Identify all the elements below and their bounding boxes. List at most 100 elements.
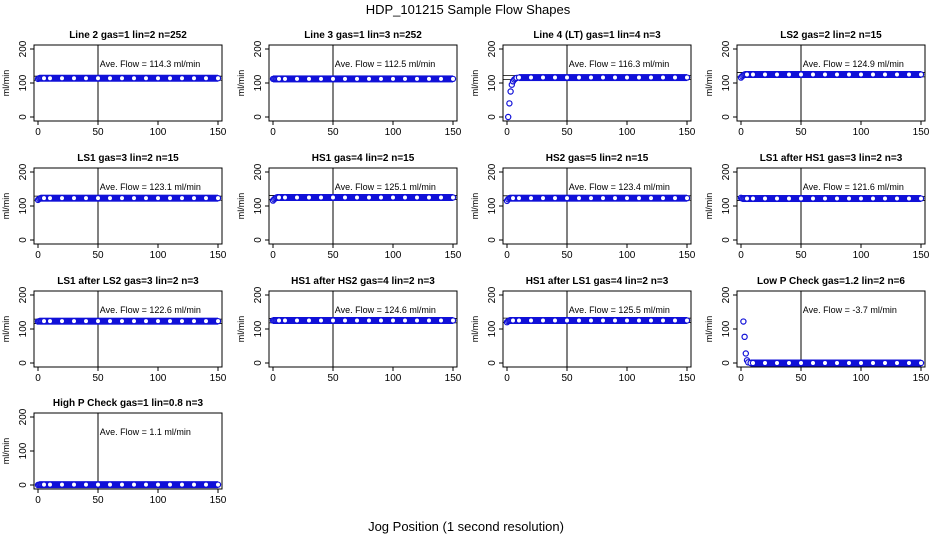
- data-point: [743, 71, 751, 78]
- plot-frame: [736, 290, 926, 368]
- data-point: [761, 71, 769, 78]
- y-axis-label: ml/min: [704, 193, 714, 220]
- data-point: [40, 75, 48, 82]
- y-tick-label: 200: [253, 40, 264, 57]
- x-tick-label: 150: [210, 495, 227, 506]
- y-tick-label: 0: [721, 360, 732, 366]
- y-tick-label: 100: [721, 197, 732, 214]
- average-flow-annotation: Ave. Flow = 114.3 ml/min: [100, 59, 200, 69]
- average-flow-annotation: Ave. Flow = 116.3 ml/min: [569, 59, 669, 69]
- panel-title: LS1 after HS1 gas=3 lin=2 n=3: [760, 153, 903, 164]
- data-point: [515, 317, 523, 324]
- panel-title: Line 4 (LT) gas=1 lin=4 n=3: [533, 30, 661, 41]
- data-point: [599, 194, 607, 202]
- data-point: [683, 317, 691, 324]
- data-point: [281, 317, 289, 324]
- data-point: [202, 75, 210, 82]
- data-point: [635, 317, 643, 324]
- y-tick-label: 200: [18, 408, 29, 425]
- data-point: [599, 317, 607, 324]
- panel-4: LS2 gas=2 lin=2 n=15 ml/min 0 50 100 150 0 100 2…: [704, 30, 930, 138]
- data-point: [917, 71, 925, 78]
- data-point: [413, 317, 421, 324]
- data-point: [599, 74, 607, 81]
- x-tick-label: 100: [150, 250, 167, 261]
- panel-3: Line 4 (LT) gas=1 lin=4 n=3 ml/min 0 50 100 1…: [470, 30, 696, 138]
- data-point: [293, 194, 301, 201]
- data-point: [46, 317, 54, 325]
- data-point: [341, 194, 349, 201]
- data-point: [142, 194, 150, 202]
- plot-frame: [502, 290, 692, 368]
- data-point: [449, 194, 457, 201]
- y-tick-label: 0: [487, 360, 498, 366]
- data-point: [671, 317, 679, 324]
- panel-title: Line 2 gas=1 lin=2 n=252: [69, 30, 187, 41]
- data-point: [449, 75, 457, 83]
- data-point: [106, 317, 114, 325]
- data-point: [214, 194, 222, 202]
- y-axis-label: ml/min: [236, 316, 246, 343]
- plot-frame: [502, 167, 692, 245]
- y-tick-label: 200: [721, 40, 732, 57]
- data-point: [341, 75, 349, 83]
- data-point: [821, 71, 829, 78]
- data-point: [741, 333, 748, 341]
- data-point: [527, 194, 535, 202]
- data-point: [106, 75, 114, 82]
- y-tick-label: 100: [18, 74, 29, 91]
- data-point: [587, 194, 595, 202]
- data-point: [785, 195, 793, 202]
- data-point: [130, 481, 138, 488]
- point-band: [273, 317, 453, 324]
- data-point: [905, 71, 913, 78]
- plot-frame: [33, 44, 223, 122]
- data-point: [40, 194, 48, 202]
- data-point: [389, 194, 397, 201]
- panel-title: HS1 gas=4 lin=2 n=15: [312, 153, 415, 164]
- y-tick-label: 100: [253, 197, 264, 214]
- y-tick-label: 100: [487, 320, 498, 337]
- y-tick-label: 100: [253, 320, 264, 337]
- x-tick-label: 150: [210, 373, 227, 384]
- data-point: [94, 75, 102, 82]
- data-point: [551, 194, 559, 202]
- y-axis-label: ml/min: [1, 438, 11, 465]
- data-point: [389, 75, 397, 83]
- data-point: [551, 317, 559, 324]
- data-point: [94, 481, 102, 488]
- point-band: [40, 194, 219, 202]
- data-point: [178, 194, 186, 202]
- y-axis-label: ml/min: [236, 193, 246, 220]
- x-tick-label: 150: [679, 250, 696, 261]
- y-tick-label: 0: [253, 360, 264, 366]
- data-point: [389, 317, 397, 324]
- data-point: [740, 318, 747, 325]
- x-tick-label: 50: [561, 250, 573, 261]
- data-point: [317, 75, 325, 83]
- point-band: [39, 74, 219, 82]
- panel-9: LS1 after LS2 gas=3 lin=2 n=3 ml/min 0 50 10…: [1, 276, 227, 384]
- x-tick-label: 0: [270, 127, 276, 138]
- panel-title: HS2 gas=5 lin=2 n=15: [546, 153, 649, 164]
- data-point: [539, 194, 547, 202]
- data-point: [623, 317, 631, 324]
- x-tick-label: 100: [385, 373, 402, 384]
- data-point: [575, 74, 583, 81]
- data-point: [281, 194, 289, 201]
- data-point: [166, 481, 174, 488]
- data-point: [190, 75, 198, 82]
- plot-frame: [33, 290, 223, 368]
- data-point: [58, 194, 66, 202]
- panel-title: High P Check gas=1 lin=0.8 n=3: [53, 398, 204, 409]
- data-point: [773, 359, 781, 367]
- x-tick-label: 150: [445, 127, 462, 138]
- y-tick-label: 200: [487, 40, 498, 57]
- point-band: [276, 194, 453, 201]
- data-point: [58, 317, 66, 325]
- data-point: [46, 194, 54, 202]
- y-tick-label: 100: [487, 197, 498, 214]
- data-point: [575, 317, 583, 324]
- plot-frame: [268, 290, 458, 368]
